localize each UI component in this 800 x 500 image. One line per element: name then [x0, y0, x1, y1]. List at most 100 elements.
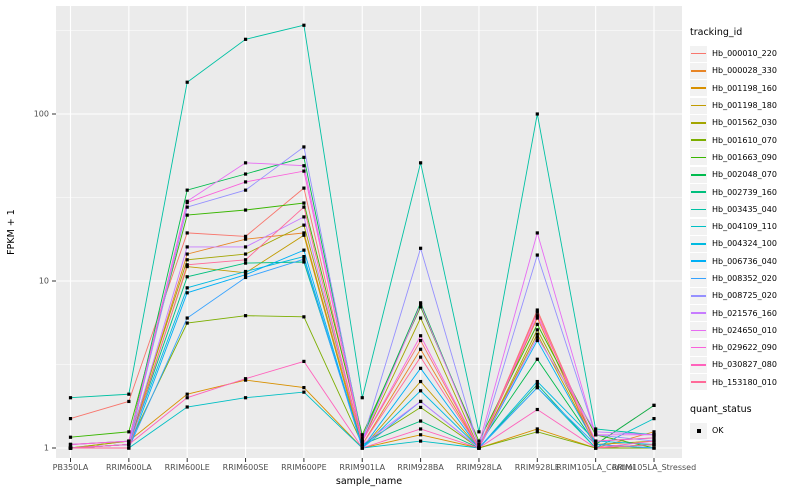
legend-line-swatch-icon	[691, 243, 706, 245]
y-axis-title: FPKM + 1	[6, 209, 17, 255]
data-point-marker	[302, 215, 306, 219]
legend-item-label: Hb_029622_090	[712, 343, 777, 353]
data-point-marker	[302, 205, 306, 209]
data-point-marker	[535, 332, 539, 336]
data-point-marker	[477, 430, 481, 434]
legend-item-label: Hb_001562_030	[712, 118, 777, 128]
legend-line-swatch-icon	[691, 277, 706, 280]
data-point-marker	[535, 316, 539, 320]
data-point-marker	[127, 392, 131, 396]
data-point-marker	[419, 301, 423, 305]
data-point-marker	[302, 315, 306, 319]
legend-item-label: Hb_000028_330	[712, 66, 777, 76]
data-point-marker	[185, 316, 189, 320]
y-tick-label: 100	[34, 110, 49, 119]
legend-line-swatch-icon	[691, 139, 706, 141]
y-tick-label: 1	[44, 444, 49, 453]
data-point-marker	[243, 245, 248, 249]
data-point-marker	[477, 442, 481, 447]
data-point-marker	[68, 435, 73, 439]
legend-key	[690, 339, 707, 356]
data-point-marker	[185, 213, 189, 217]
data-point-marker	[652, 436, 656, 440]
legend-item: Hb_004324_100	[690, 235, 798, 252]
legend-item-label: Hb_153180_010	[712, 377, 777, 387]
x-tick-label: RRIM901LA	[339, 463, 385, 472]
data-point-marker	[185, 392, 189, 396]
data-point-marker	[243, 180, 248, 184]
data-point-marker	[302, 169, 306, 173]
data-point-marker	[419, 399, 423, 404]
legend-item: Hb_001198_160	[690, 80, 798, 97]
legend-key	[690, 97, 707, 114]
legend-item: Hb_153180_010	[690, 374, 798, 391]
data-point-marker	[652, 433, 656, 437]
legend-key	[690, 201, 707, 218]
plot-panel	[56, 6, 682, 458]
data-point-marker	[185, 264, 189, 269]
legend-item-label: Hb_008352_020	[712, 274, 777, 283]
legend-title-tracking: tracking_id	[690, 27, 743, 38]
data-point-marker	[535, 253, 539, 257]
legend-items-tracking: Hb_000010_220 Hb_000028_330 Hb_001198_160 H…	[690, 45, 798, 391]
legend-item-label: Hb_000010_220	[712, 49, 777, 59]
data-point-marker	[68, 416, 73, 421]
data-point-marker	[419, 334, 423, 338]
legend-item-label: Hb_001198_180	[712, 101, 777, 111]
data-point-marker	[185, 286, 189, 290]
data-point-marker	[185, 245, 189, 249]
data-point-marker	[302, 390, 306, 394]
legend-key	[690, 322, 707, 339]
data-point-marker	[302, 145, 306, 149]
data-point-marker	[68, 442, 73, 447]
data-point-marker	[535, 112, 539, 116]
data-point-marker	[419, 439, 423, 443]
legend-item: Hb_001663_090	[690, 149, 798, 166]
data-point-marker	[185, 200, 189, 205]
data-point-marker	[302, 186, 306, 190]
legend-line-swatch-icon	[691, 104, 706, 107]
legend-item-label: Hb_008725_020	[712, 291, 777, 301]
data-point-marker	[594, 430, 598, 434]
data-point-marker	[419, 405, 423, 410]
data-point-marker	[185, 275, 189, 279]
data-point-marker	[360, 433, 364, 437]
data-point-marker	[185, 263, 189, 267]
data-point-marker	[535, 382, 539, 387]
legend-item: Hb_008352_020	[690, 270, 798, 287]
data-point-marker	[243, 252, 248, 256]
legend-line-swatch-icon	[691, 52, 706, 55]
legend-item: Hb_001198_180	[690, 97, 798, 114]
legend-line-swatch-icon	[691, 122, 706, 124]
legend-item: Hb_001610_070	[690, 131, 798, 149]
data-point-marker	[127, 430, 131, 434]
legend-item-label: Hb_003435_040	[712, 204, 777, 214]
legend-item-label: Hb_021576_160	[712, 308, 777, 318]
data-point-marker	[127, 439, 131, 443]
data-point-marker	[535, 308, 539, 312]
data-point-marker	[535, 335, 539, 339]
data-point-marker	[535, 310, 539, 314]
data-point-marker	[243, 275, 248, 280]
data-point-marker	[419, 347, 423, 351]
legend-item: Hb_004109_110	[690, 218, 798, 235]
legend-key	[690, 356, 707, 373]
x-tick-label: PB350LA	[53, 463, 89, 472]
data-point-marker	[477, 446, 481, 450]
data-point-marker	[535, 357, 539, 361]
data-point-marker	[419, 419, 423, 423]
legend-line-swatch-icon	[691, 260, 706, 262]
legend-item-label: Hb_004324_100	[712, 239, 777, 249]
data-point-marker	[185, 252, 189, 256]
data-point-marker	[360, 439, 364, 443]
data-point-marker	[594, 433, 598, 437]
legend-item-label: Hb_024650_010	[712, 325, 777, 335]
plot-generated: PB350LA RRIM600LA RRIM600LE RRIM600SE RRIM60…	[34, 6, 696, 472]
data-point-marker	[419, 379, 423, 384]
data-point-marker	[360, 396, 364, 400]
legend-line-swatch-icon	[691, 346, 706, 349]
data-point-marker	[302, 260, 306, 264]
data-point-marker	[535, 328, 539, 332]
